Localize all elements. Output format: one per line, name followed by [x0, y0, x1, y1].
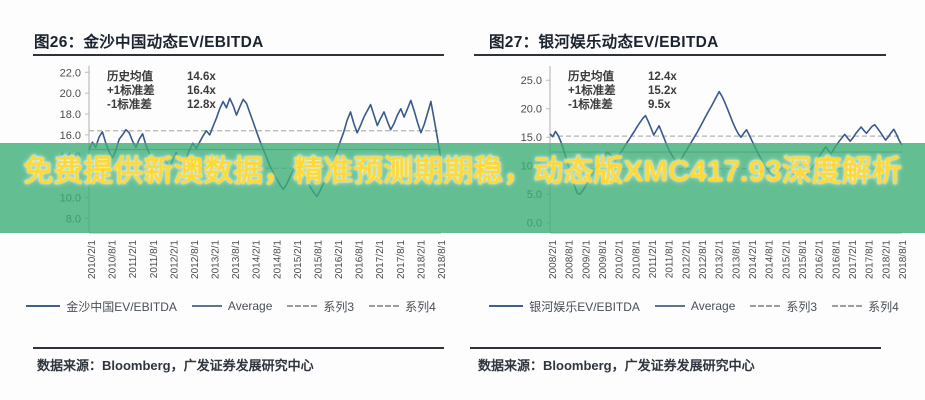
legend-item: 金沙中国EV/EBITDA	[26, 298, 177, 315]
svg-text:2013/8/1: 2013/8/1	[731, 240, 742, 279]
svg-text:16.4x: 16.4x	[187, 85, 216, 97]
svg-text:2014/2/1: 2014/2/1	[748, 240, 759, 279]
svg-text:2010/2/1: 2010/2/1	[87, 240, 98, 279]
svg-text:-1标准差: -1标准差	[107, 97, 152, 111]
svg-text:2018/8/1: 2018/8/1	[437, 240, 448, 279]
svg-text:2012/2/1: 2012/2/1	[169, 240, 180, 279]
legend-item: 系列3	[287, 298, 354, 315]
legend-label: 系列4	[405, 299, 436, 314]
svg-text:20.0: 20.0	[60, 88, 81, 100]
legend-label: Average	[227, 299, 273, 313]
legend-item: 银河娱乐EV/EBITDA	[489, 298, 640, 315]
svg-text:12.8x: 12.8x	[187, 99, 216, 111]
svg-text:25.0: 25.0	[521, 75, 542, 87]
source-divider	[470, 347, 881, 349]
title-divider	[474, 54, 886, 56]
svg-text:2017/8/1: 2017/8/1	[396, 240, 407, 279]
data-source-note: 数据来源：Bloomberg，广发证券发展研究中心	[478, 358, 755, 373]
svg-text:2018/2/1: 2018/2/1	[416, 240, 427, 279]
svg-text:2011/2/1: 2011/2/1	[128, 240, 139, 279]
svg-text:2012/8/1: 2012/8/1	[190, 240, 201, 279]
svg-text:2017/2/1: 2017/2/1	[848, 240, 859, 279]
svg-text:2016/2/1: 2016/2/1	[334, 240, 345, 279]
legend-line-dashed-icon	[750, 305, 781, 307]
legend-line-solid-icon	[191, 305, 222, 307]
svg-text:2014/2/1: 2014/2/1	[252, 240, 263, 279]
svg-text:2018/8/1: 2018/8/1	[898, 240, 909, 279]
legend-item: 系列3	[750, 298, 817, 315]
svg-text:15.0: 15.0	[521, 132, 542, 144]
legend-label: 银河娱乐EV/EBITDA	[529, 299, 640, 314]
svg-text:9.5x: 9.5x	[648, 99, 671, 111]
legend-label: 系列3	[786, 299, 818, 314]
svg-text:2011/8/1: 2011/8/1	[665, 240, 676, 279]
svg-text:2010/8/1: 2010/8/1	[631, 240, 642, 279]
svg-text:12.4x: 12.4x	[648, 71, 677, 83]
svg-text:14.6x: 14.6x	[187, 71, 216, 83]
legend-label: Average	[690, 299, 736, 313]
svg-text:2016/8/1: 2016/8/1	[831, 240, 842, 279]
svg-text:22.0: 22.0	[60, 67, 81, 79]
watermark-overlay: 免费提供新澳数据，精准预测期期稳，动态版XMC417.93深度解析	[0, 143, 925, 233]
data-source-note: 数据来源：Bloomberg，广发证券发展研究中心	[37, 358, 314, 373]
svg-text:2018/2/1: 2018/2/1	[881, 240, 892, 279]
svg-text:2010/2/1: 2010/2/1	[615, 240, 626, 279]
chart-title-galaxy: 图27：银河娱乐动态EV/EBITDA	[489, 33, 719, 51]
svg-text:+1标准差: +1标准差	[107, 83, 155, 97]
chart-title-sands: 图26：金沙中国动态EV/EBITDA	[34, 33, 264, 51]
svg-text:2009/8/1: 2009/8/1	[598, 240, 609, 279]
svg-text:16.0: 16.0	[60, 130, 81, 142]
svg-text:2012/8/1: 2012/8/1	[698, 240, 709, 279]
svg-text:2015/8/1: 2015/8/1	[798, 240, 809, 279]
svg-text:历史均值: 历史均值	[107, 69, 153, 83]
legend-item: 系列4	[369, 298, 436, 315]
svg-text:2008/8/1: 2008/8/1	[565, 240, 576, 279]
svg-text:2008/2/1: 2008/2/1	[548, 240, 559, 279]
svg-text:2016/8/1: 2016/8/1	[355, 240, 366, 279]
svg-text:2014/8/1: 2014/8/1	[765, 240, 776, 279]
legend-line-dashed-icon	[369, 305, 400, 307]
svg-text:2011/8/1: 2011/8/1	[149, 240, 160, 279]
legend-line-dashed-icon	[832, 305, 863, 307]
legend-line-solid-icon	[26, 305, 61, 307]
svg-text:20.0: 20.0	[521, 104, 542, 116]
legend-line-solid-icon	[489, 305, 524, 307]
svg-text:2013/2/1: 2013/2/1	[715, 240, 726, 279]
svg-text:2009/2/1: 2009/2/1	[581, 240, 592, 279]
svg-text:2017/8/1: 2017/8/1	[865, 240, 876, 279]
panel-galaxy-entertainment: 图27：银河娱乐动态EV/EBITDA 0.05.010.015.020.025…	[464, 0, 924, 400]
watermark-text: 免费提供新澳数据，精准预测期期稳，动态版XMC417.93深度解析	[23, 155, 902, 188]
legend-label: 系列3	[323, 299, 355, 314]
svg-text:15.2x: 15.2x	[648, 85, 677, 97]
legend-item: 系列4	[832, 298, 899, 315]
svg-text:2015/2/1: 2015/2/1	[781, 240, 792, 279]
svg-text:2014/8/1: 2014/8/1	[272, 240, 283, 279]
svg-text:+1标准差: +1标准差	[568, 83, 616, 97]
svg-text:2012/2/1: 2012/2/1	[681, 240, 692, 279]
legend-label: 金沙中国EV/EBITDA	[66, 299, 177, 314]
svg-text:2010/8/1: 2010/8/1	[108, 240, 119, 279]
legend-line-dashed-icon	[287, 305, 318, 307]
svg-text:2013/2/1: 2013/2/1	[211, 240, 222, 279]
legend-item: Average	[191, 299, 273, 313]
svg-text:2017/2/1: 2017/2/1	[375, 240, 386, 279]
svg-text:历史均值: 历史均值	[568, 69, 614, 83]
svg-text:2016/2/1: 2016/2/1	[815, 240, 826, 279]
title-divider	[33, 54, 444, 56]
svg-text:18.0: 18.0	[60, 109, 81, 121]
legend-item: Average	[654, 299, 736, 313]
chart-legend: 银河娱乐EV/EBITDA Average 系列3 系列4	[464, 296, 924, 316]
svg-text:2013/8/1: 2013/8/1	[231, 240, 242, 279]
svg-text:2015/2/1: 2015/2/1	[293, 240, 304, 279]
chart-legend: 金沙中国EV/EBITDA Average 系列3 系列4	[1, 296, 461, 316]
source-divider	[33, 347, 444, 349]
legend-line-solid-icon	[654, 305, 685, 307]
legend-label: 系列4	[868, 299, 899, 314]
svg-text:2011/2/1: 2011/2/1	[648, 240, 659, 279]
svg-text:-1标准差: -1标准差	[568, 97, 613, 111]
svg-text:2015/8/1: 2015/8/1	[313, 240, 324, 279]
